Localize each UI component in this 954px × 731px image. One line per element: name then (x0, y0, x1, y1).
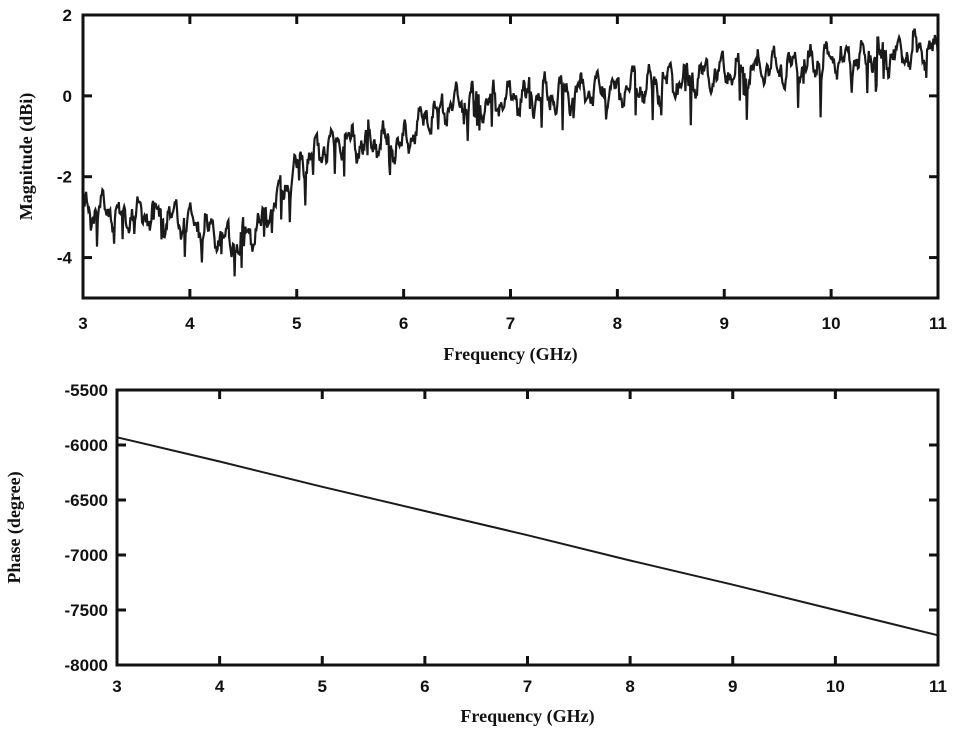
y-tick-label: -2 (57, 168, 72, 187)
x-tick-label: 9 (720, 314, 729, 333)
x-tick-label: 3 (78, 314, 87, 333)
y-tick-label: -6500 (65, 491, 108, 510)
y-tick-label: 0 (63, 87, 72, 106)
data-line (116, 436, 939, 637)
y-tick-label: -6000 (65, 436, 108, 455)
x-tick-label: 5 (318, 677, 327, 696)
y-tick-label: -5500 (65, 381, 108, 400)
x-tick-label: 5 (292, 314, 301, 333)
x-tick-label: 3 (112, 677, 121, 696)
y-tick-label: -7000 (65, 546, 108, 565)
magnitude-panel: 3 4 5 6 7 8 9 10 11 -4 -2 0 2 Frequency (GHz) Magnitud… (16, 6, 947, 365)
x-tick-label: 7 (506, 314, 515, 333)
plot-frame (115, 388, 940, 667)
x-tick-label: 4 (215, 677, 225, 696)
x-tick-label: 6 (399, 314, 408, 333)
x-axis-title: Frequency (GHz) (460, 706, 594, 727)
data-line (81, 28, 940, 277)
x-tick-label: 4 (185, 314, 195, 333)
x-tick-label: 10 (822, 314, 841, 333)
y-tick-label: -4 (57, 249, 73, 268)
y-tick-label: 2 (63, 6, 72, 25)
x-tick-label: 6 (420, 677, 429, 696)
x-tick-label: 7 (523, 677, 532, 696)
x-tick-label: 11 (929, 677, 947, 696)
y-axis-title: Magnitude (dBi) (16, 93, 37, 221)
y-axis-title: Phase (degree) (4, 471, 25, 583)
x-tick-label: 9 (728, 677, 737, 696)
y-tick-label: -7500 (65, 601, 108, 620)
x-axis-title: Frequency (GHz) (443, 344, 577, 365)
x-tick-label: 8 (613, 314, 622, 333)
y-tick-label: -8000 (65, 656, 108, 675)
phase-panel: 3 4 5 6 7 8 9 10 11 -8000 -7500 -7000 -6500 -6000 -550… (4, 381, 947, 727)
x-tick-label: 8 (625, 677, 634, 696)
x-tick-label: 10 (826, 677, 845, 696)
x-tick-label: 11 (929, 314, 947, 333)
